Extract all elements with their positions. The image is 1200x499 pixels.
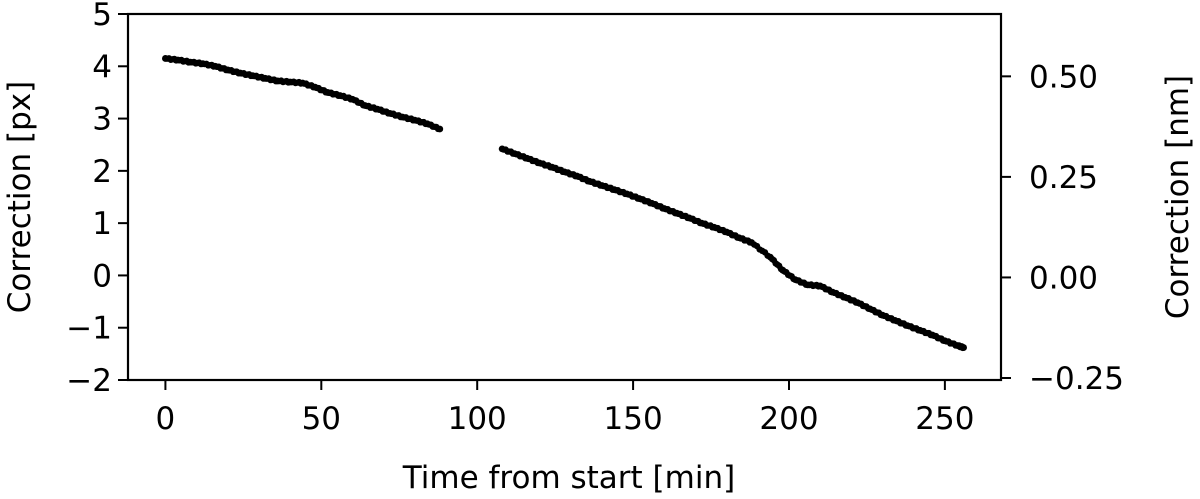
data-point: [436, 125, 444, 133]
y-right-tick-label: 0.50: [1029, 59, 1098, 95]
x-tick-label: 100: [448, 401, 507, 437]
y-tick-label: 0: [92, 258, 112, 294]
y-right-tick-label: −0.25: [1029, 361, 1124, 397]
y-tick-label: −2: [66, 363, 112, 399]
y-axis-right: −0.25 0.00 0.25 0.50: [1001, 59, 1124, 397]
plot-frame: [126, 12, 1003, 382]
y-right-tick-label: 0.25: [1029, 160, 1098, 196]
x-tick-label: 150: [604, 401, 663, 437]
y-axis-left: −2 −1 0 1 2 3 4 5: [66, 0, 128, 399]
x-axis: 0 50 100 150 200 250: [156, 380, 974, 437]
y-tick-label: 1: [92, 206, 112, 242]
x-tick-label: 200: [759, 401, 818, 437]
data-series: [162, 55, 967, 352]
y-tick-label: −1: [66, 311, 112, 347]
y-tick-label: 5: [92, 0, 112, 33]
x-tick-label: 0: [156, 401, 176, 437]
y-tick-label: 3: [92, 102, 112, 138]
x-tick-label: 250: [915, 401, 974, 437]
y-tick-label: 2: [92, 154, 112, 190]
data-point: [960, 344, 967, 351]
y-axis-label-right: Correction [nm]: [1160, 75, 1196, 319]
x-tick-label: 50: [302, 401, 341, 437]
y-right-tick-label: 0.00: [1029, 260, 1098, 296]
plot-area: [126, 12, 1003, 382]
y-axis-label-left: Correction [px]: [2, 81, 38, 313]
y-tick-label: 4: [92, 49, 112, 85]
x-axis-label: Time from start [min]: [402, 460, 735, 496]
